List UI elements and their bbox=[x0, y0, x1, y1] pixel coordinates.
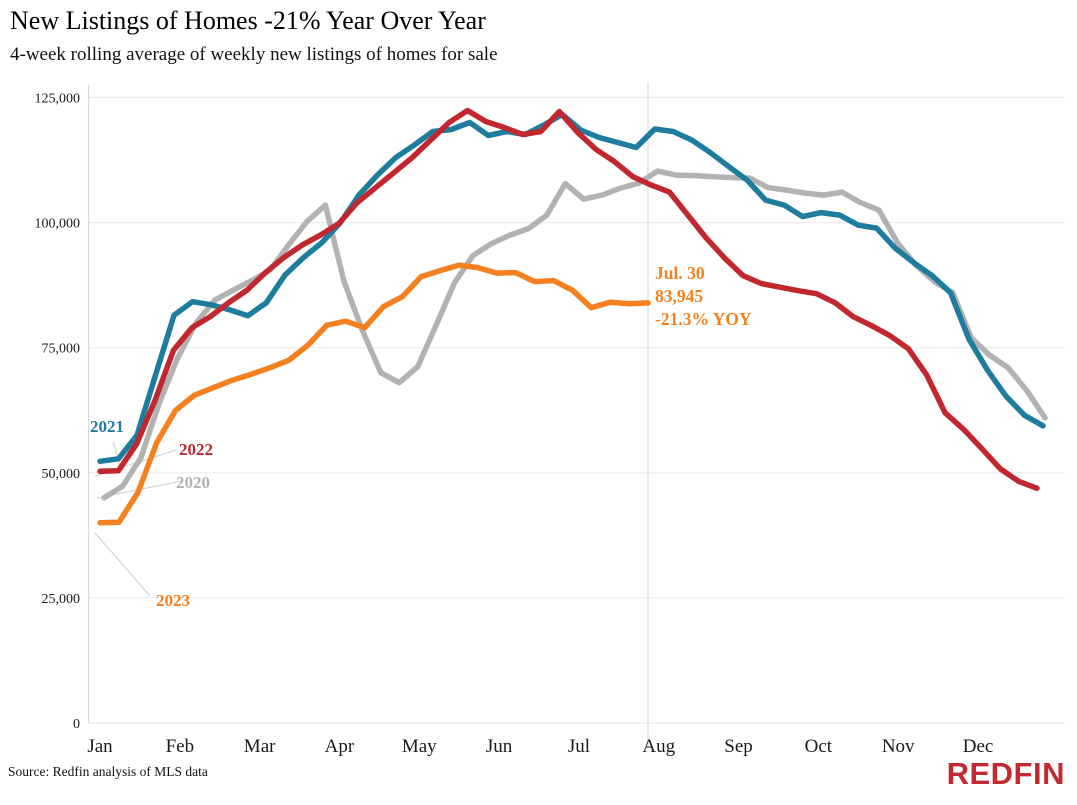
y-tick-label: 50,000 bbox=[42, 467, 81, 482]
series-line-2023 bbox=[97, 262, 651, 526]
x-tick-label-Apr: Apr bbox=[325, 736, 355, 757]
y-tick-label: 100,000 bbox=[35, 217, 81, 232]
y-tick-label: 125,000 bbox=[35, 92, 81, 107]
redfin-logo: REDFIN bbox=[946, 756, 1065, 791]
annotation-yoy: -21.3% YOY bbox=[655, 309, 752, 329]
x-tick-label-Sep: Sep bbox=[724, 736, 753, 757]
source-note: Source: Redfin analysis of MLS data bbox=[8, 764, 208, 779]
x-tick-label-May: May bbox=[402, 736, 437, 757]
leader-line-2023 bbox=[94, 532, 151, 597]
series-label-2022: 2022 bbox=[179, 440, 213, 459]
x-tick-label-Nov: Nov bbox=[882, 736, 915, 757]
x-tick-label-Aug: Aug bbox=[642, 736, 675, 757]
annotation-value: 83,945 bbox=[655, 286, 704, 306]
chart-title: New Listings of Homes -21% Year Over Yea… bbox=[10, 6, 486, 35]
series-line-2022 bbox=[97, 107, 1040, 492]
leader-line-2021 bbox=[112, 440, 121, 467]
x-tick-label-Dec: Dec bbox=[963, 736, 994, 757]
chart-subtitle: 4-week rolling average of weekly new lis… bbox=[10, 44, 498, 65]
x-tick-label-Jan: Jan bbox=[87, 736, 113, 757]
y-tick-label: 75,000 bbox=[42, 342, 81, 357]
x-tick-label-Jul: Jul bbox=[568, 736, 590, 757]
latest-point-annotation: Jul. 30 83,945 -21.3% YOY bbox=[655, 262, 752, 331]
series-label-2023: 2023 bbox=[156, 591, 190, 610]
x-tick-label-Feb: Feb bbox=[166, 736, 195, 757]
y-tick-label: 25,000 bbox=[42, 592, 81, 607]
x-tick-label-Mar: Mar bbox=[244, 736, 276, 757]
x-tick-label-Oct: Oct bbox=[805, 736, 833, 757]
annotation-date: Jul. 30 bbox=[655, 263, 705, 283]
series-line-2020 bbox=[101, 168, 1048, 501]
series-label-2021: 2021 bbox=[90, 417, 124, 436]
y-tick-label: 0 bbox=[73, 717, 80, 732]
series-label-2020: 2020 bbox=[176, 473, 210, 492]
x-tick-label-Jun: Jun bbox=[486, 736, 513, 757]
